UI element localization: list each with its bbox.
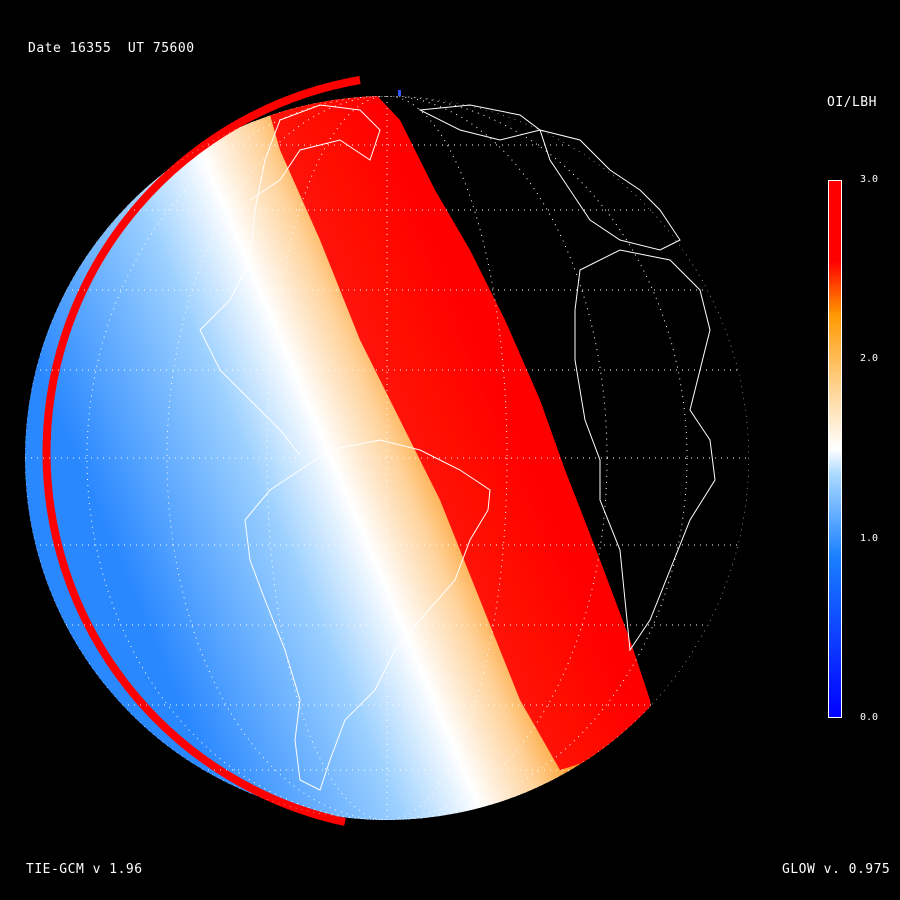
date-ut-label: Date 16355 UT 75600 [28,41,195,56]
colorbar-tick-max: 3.0 [860,174,879,185]
model-version-label: TIE-GCM v 1.96 [26,862,143,877]
colorbar-tick-min: 0.0 [860,712,879,723]
graticule [25,96,749,820]
coastlines [199,104,716,791]
limb-ring [42,76,361,826]
colorbar [828,180,842,718]
colorbar-tick-1: 1.0 [860,533,879,544]
glow-version-label: GLOW v. 0.975 [782,862,891,877]
pole-marker [398,90,401,96]
colorbar-title: OI/LBH [827,95,877,110]
colorbar-tick-2: 2.0 [860,353,879,364]
